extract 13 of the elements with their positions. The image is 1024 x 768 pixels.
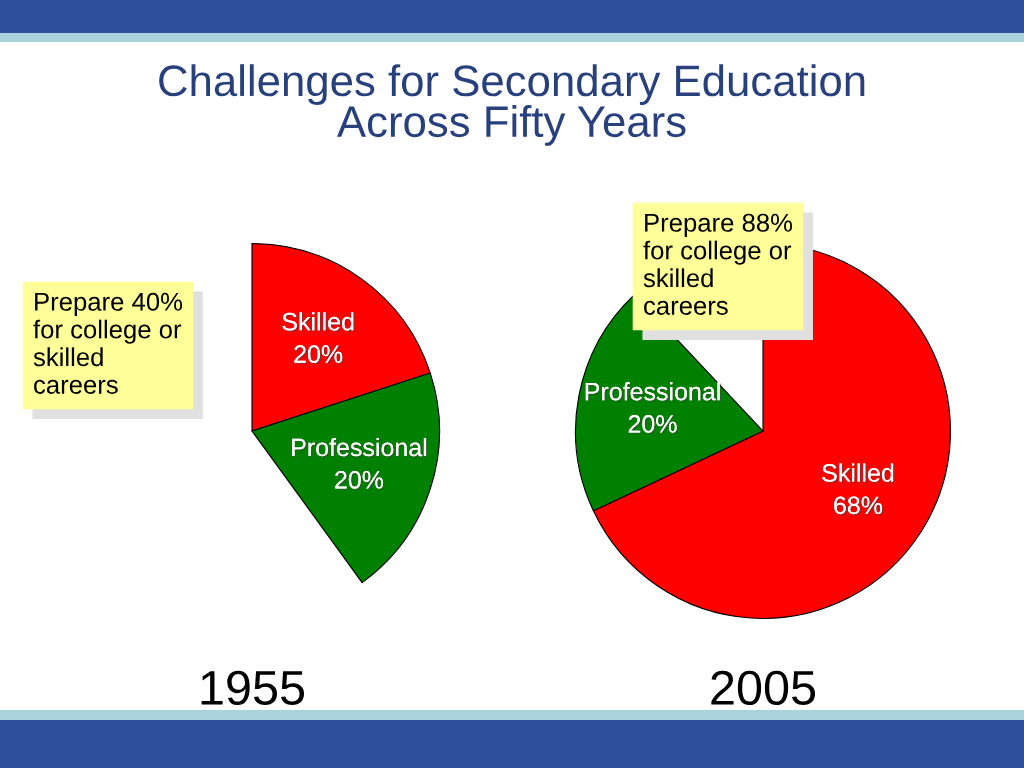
text: 1955 [201,670,305,706]
data-label: 20% [335,470,385,491]
text: Prepare 40% for college or skilled careers [33,292,183,394]
text: 2005 [711,670,816,706]
slice-label: Skilled [282,312,355,332]
chart-title: Challenges for Secondary Education Across Fifty Years [159,64,865,146]
slice-label: Professional [292,437,428,458]
text: Prepare 88% for college or skilled careers [643,213,793,315]
data-label: 20% [628,415,679,435]
slice-label: Skilled [822,463,895,484]
data-label: 20% [294,345,344,365]
slice-label: Professional [585,382,722,402]
data-label: 68% [834,496,884,516]
